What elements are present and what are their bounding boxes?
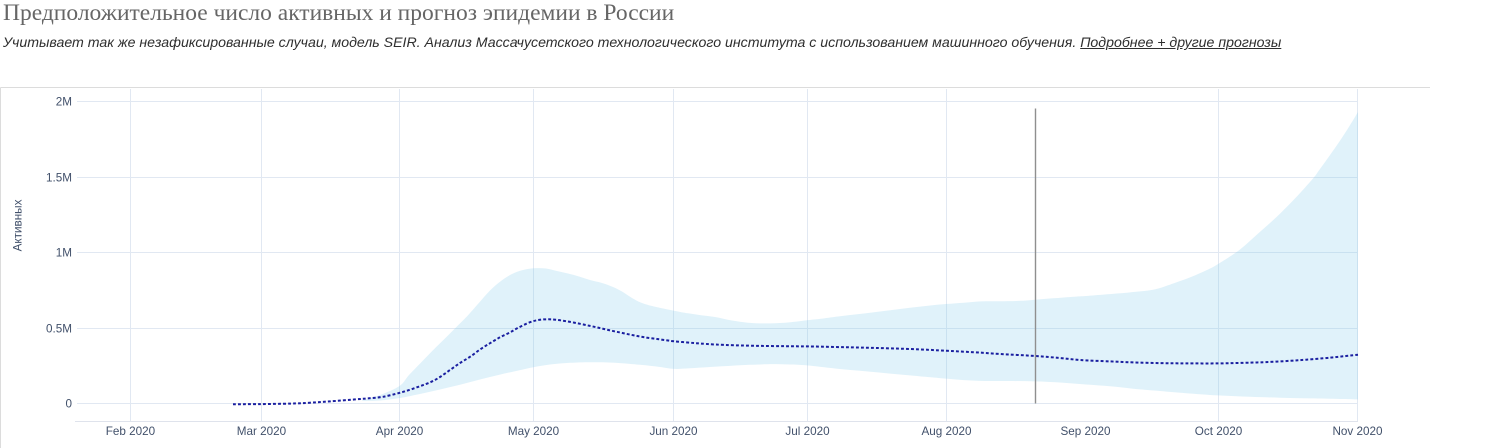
svg-text:2M: 2M (56, 96, 72, 109)
svg-text:0: 0 (65, 398, 72, 411)
svg-text:Feb 2020: Feb 2020 (106, 425, 156, 438)
svg-text:May 2020: May 2020 (508, 425, 560, 438)
svg-text:Aug 2020: Aug 2020 (921, 425, 972, 438)
svg-text:Oct 2020: Oct 2020 (1195, 425, 1243, 438)
svg-text:Jun 2020: Jun 2020 (649, 425, 698, 438)
svg-text:0.5M: 0.5M (46, 323, 72, 336)
svg-text:Apr 2020: Apr 2020 (376, 425, 424, 438)
svg-text:Sep 2020: Sep 2020 (1060, 425, 1111, 438)
svg-text:Mar 2020: Mar 2020 (237, 425, 287, 438)
svg-text:Jul 2020: Jul 2020 (785, 425, 830, 438)
svg-text:Nov 2020: Nov 2020 (1332, 425, 1383, 438)
svg-text:1M: 1M (56, 247, 72, 260)
svg-text:1.5M: 1.5M (46, 172, 72, 185)
svg-text:Активных: Активных (12, 199, 25, 251)
